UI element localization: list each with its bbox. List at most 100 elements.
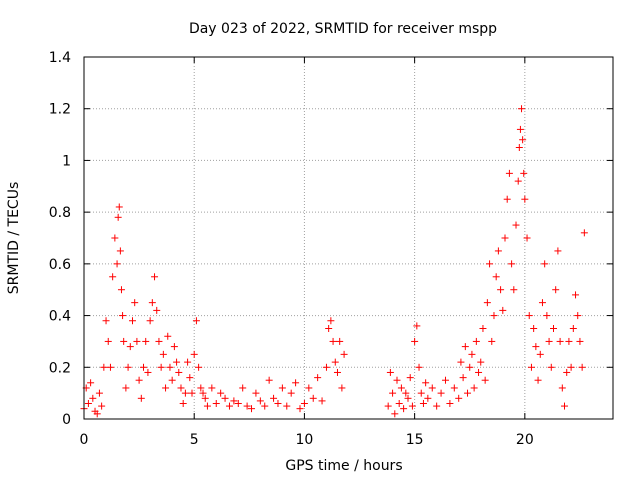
data-point — [391, 410, 399, 418]
data-point — [201, 394, 209, 402]
data-point — [543, 312, 551, 320]
data-point — [404, 394, 412, 402]
data-point — [173, 358, 181, 366]
data-point — [175, 368, 183, 376]
data-point — [137, 394, 145, 402]
data-point — [116, 247, 124, 255]
data-point — [510, 286, 518, 294]
data-point — [565, 337, 573, 345]
y-tick-label: 0.6 — [49, 257, 71, 273]
y-tick-label: 1 — [62, 153, 71, 169]
data-point — [415, 363, 423, 371]
data-point — [446, 399, 454, 407]
data-point — [261, 402, 269, 410]
data-point — [133, 337, 141, 345]
data-point — [424, 394, 432, 402]
data-point — [556, 337, 564, 345]
data-point — [265, 376, 273, 384]
data-point — [408, 402, 416, 410]
x-tick-label: 0 — [80, 432, 89, 448]
data-point — [305, 384, 313, 392]
data-point — [492, 273, 500, 281]
data-point — [393, 376, 401, 384]
data-point — [461, 343, 469, 351]
data-point — [144, 368, 152, 376]
data-point — [508, 260, 516, 268]
data-point — [523, 234, 531, 242]
y-tick-label: 0.8 — [49, 205, 71, 221]
data-point — [518, 105, 526, 113]
data-point — [98, 402, 106, 410]
data-point — [395, 399, 403, 407]
data-point — [545, 337, 553, 345]
data-point — [140, 363, 148, 371]
data-point — [292, 379, 300, 387]
data-point — [580, 229, 588, 237]
data-point — [106, 363, 114, 371]
data-point — [159, 350, 167, 358]
data-point — [199, 389, 207, 397]
data-point — [109, 273, 117, 281]
data-point — [483, 299, 491, 307]
data-point — [530, 325, 538, 332]
data-point — [455, 394, 463, 402]
data-point — [117, 286, 125, 294]
data-point — [217, 389, 225, 397]
data-point — [329, 337, 337, 345]
data-point — [190, 350, 198, 358]
data-point — [457, 358, 465, 366]
data-point — [567, 363, 575, 371]
data-point — [479, 325, 487, 332]
data-point — [572, 291, 580, 299]
data-point — [331, 358, 339, 366]
data-point — [534, 376, 542, 384]
data-point — [503, 195, 511, 203]
data-point — [203, 402, 211, 410]
data-point — [501, 234, 509, 242]
data-point — [552, 286, 560, 294]
data-point — [115, 203, 123, 211]
data-point — [486, 260, 494, 268]
data-point — [278, 384, 286, 392]
data-point — [516, 125, 524, 133]
data-point — [162, 384, 170, 392]
data-point — [574, 312, 582, 320]
data-point — [113, 260, 121, 268]
data-point — [300, 399, 308, 407]
data-point — [155, 337, 163, 345]
data-point — [497, 286, 505, 294]
data-point — [464, 389, 472, 397]
y-tick-label: 1.4 — [49, 50, 71, 66]
data-point — [122, 384, 130, 392]
data-point — [95, 389, 103, 397]
data-point — [89, 394, 97, 402]
data-point — [433, 402, 441, 410]
data-point — [386, 368, 394, 376]
data-point — [184, 358, 192, 366]
data-point — [252, 389, 260, 397]
data-point — [100, 363, 108, 371]
data-point — [128, 317, 136, 325]
data-point — [124, 363, 132, 371]
data-point — [192, 317, 200, 325]
y-tick-label: 0.4 — [49, 309, 71, 325]
data-point — [318, 397, 326, 405]
data-point — [488, 337, 496, 345]
data-point — [146, 317, 154, 325]
x-axis-label: GPS time / hours — [285, 458, 402, 474]
data-point — [499, 306, 507, 314]
data-point — [505, 169, 513, 177]
data-point — [166, 363, 174, 371]
data-point — [322, 363, 330, 371]
data-point — [157, 363, 165, 371]
data-point — [402, 389, 410, 397]
data-point — [519, 136, 527, 144]
data-point — [340, 350, 348, 358]
data-point — [521, 195, 529, 203]
data-point — [406, 374, 414, 382]
data-point — [514, 177, 522, 185]
data-point — [197, 384, 205, 392]
data-point — [561, 402, 569, 410]
data-point — [120, 337, 128, 345]
data-point — [494, 247, 502, 255]
